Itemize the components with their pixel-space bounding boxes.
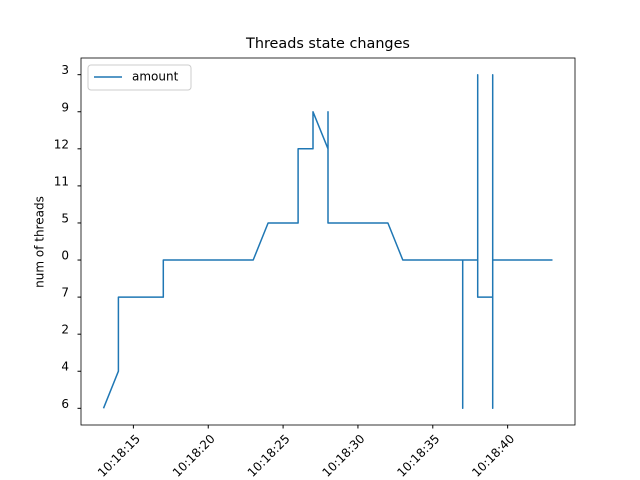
y-tick-label: 11: [54, 174, 69, 188]
plot-frame: [80, 57, 576, 426]
legend-label: amount: [132, 70, 179, 84]
y-tick-label: 9: [61, 100, 69, 114]
y-tick-label: 4: [61, 360, 69, 374]
y-tick-label: 12: [54, 137, 69, 151]
y-tick-label: 2: [61, 323, 69, 337]
y-axis-label: num of threads: [33, 196, 47, 288]
y-tick-label: 0: [61, 249, 69, 263]
chart-title: Threads state changes: [245, 36, 410, 52]
y-tick-label: 7: [61, 286, 69, 300]
y-tick-label: 5: [61, 211, 69, 225]
y-tick-label: 6: [61, 397, 69, 411]
legend-box: [87, 64, 192, 91]
data-line: [102, 73, 553, 410]
y-tick-label: 3: [61, 63, 69, 77]
